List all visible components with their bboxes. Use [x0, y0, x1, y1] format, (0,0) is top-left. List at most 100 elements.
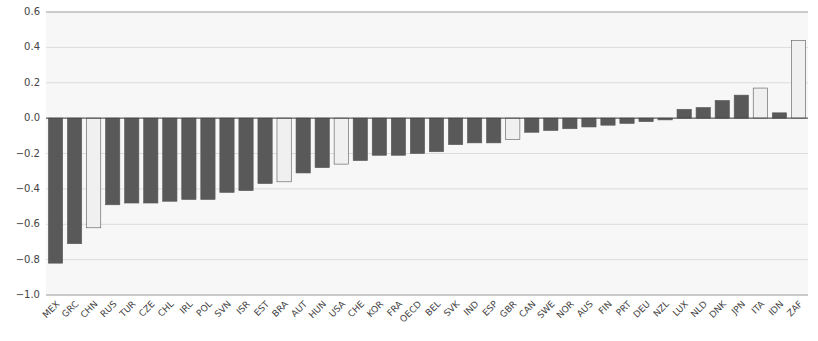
grid-line [46, 47, 808, 48]
x-tick-label: TUR [117, 299, 138, 320]
bar [525, 118, 539, 132]
x-tick-label: AUT [289, 299, 309, 319]
bar [582, 118, 596, 127]
x-tick-label: CHN [78, 299, 99, 320]
grid-line [46, 82, 808, 83]
bar [715, 100, 729, 118]
bar [448, 118, 462, 145]
bar [201, 118, 215, 199]
y-tick-label: −0.6 [16, 218, 40, 229]
grid-line [46, 224, 808, 225]
bar [753, 88, 767, 118]
x-tick-label: NZL [651, 299, 671, 319]
x-tick-label: HUN [307, 299, 328, 320]
x-tick-label: IRL [178, 299, 195, 316]
x-tick-label: BRA [270, 298, 291, 319]
y-tick-label: −0.8 [16, 254, 40, 265]
bar [258, 118, 272, 183]
x-tick-label: CHE [346, 299, 367, 320]
x-tick-label: IND [462, 299, 481, 318]
axis-top-line [46, 12, 808, 13]
baseline [46, 118, 808, 119]
chart-container: −1.0−0.8−0.6−0.4−0.20.00.20.40.6MEXGRCCH… [0, 0, 818, 341]
bar [696, 108, 710, 119]
x-tick-label: SVK [442, 298, 462, 318]
x-tick-label: CHL [156, 299, 176, 319]
grid-line [46, 118, 808, 119]
x-tick-label: GBR [498, 299, 519, 320]
grid-line [46, 153, 808, 154]
bar [734, 95, 748, 118]
bars [48, 40, 805, 263]
x-tick-label: ISR [235, 299, 252, 316]
x-tick-label: RUS [98, 299, 118, 319]
x-tick-label: ZAF [785, 299, 804, 318]
x-tick-label: DEU [631, 299, 652, 320]
grid-line [46, 12, 808, 13]
bar [296, 118, 310, 173]
x-axis: MEXGRCCHNRUSTURCZECHLIRLPOLSVNISRESTBRAA… [41, 298, 805, 324]
bar [639, 118, 653, 122]
bar [601, 118, 615, 125]
y-tick-label: 0.4 [24, 41, 40, 52]
y-tick-label: −0.2 [16, 148, 40, 159]
bar [620, 118, 634, 123]
x-tick-label: POL [194, 299, 213, 318]
x-tick-label: MEX [41, 299, 62, 320]
bar [563, 118, 577, 129]
bar [315, 118, 329, 168]
bar [467, 118, 481, 143]
bar [334, 118, 348, 164]
y-tick-label: 0.2 [24, 77, 40, 88]
bar [239, 118, 253, 191]
bar [220, 118, 234, 192]
x-tick-label: ITA [750, 298, 767, 315]
x-tick-label: GRC [60, 299, 81, 320]
x-tick-label: USA [327, 298, 348, 319]
bar [86, 118, 100, 228]
y-axis: −1.0 −0.8 −0.6 −0.4 −0.2 0.0 0.2 0.4 0.6 [16, 6, 808, 300]
plot-background [46, 12, 808, 295]
bar [67, 118, 81, 244]
x-tick-label: EST [252, 299, 271, 318]
x-tick-label: FIN [597, 299, 614, 316]
bar [410, 118, 424, 153]
x-tick-label: NOR [555, 299, 576, 320]
x-tick-label: CAN [517, 299, 538, 320]
grid-line [46, 188, 808, 189]
bar [677, 109, 691, 118]
bar [429, 118, 443, 152]
bar [487, 118, 501, 143]
grid-line [46, 259, 808, 260]
x-tick-label: ESP [481, 298, 500, 317]
x-tick-label: BEL [423, 299, 442, 318]
y-tick-label: −0.4 [16, 183, 40, 194]
bar [48, 118, 62, 263]
x-tick-label: IDN [767, 299, 786, 318]
bar [125, 118, 139, 203]
bar [277, 118, 291, 182]
x-axis-line [46, 295, 808, 296]
bar [791, 40, 805, 118]
grid-line [46, 295, 808, 296]
y-tick-label: 0.0 [24, 112, 40, 123]
bar [772, 113, 786, 118]
y-tick-label: −1.0 [16, 289, 40, 300]
x-tick-label: NLD [689, 299, 709, 319]
x-tick-label: KOR [365, 299, 385, 319]
bar [144, 118, 158, 203]
y-tick-label: 0.6 [24, 6, 40, 17]
bar [506, 118, 520, 139]
bar [372, 118, 386, 155]
x-tick-label: CZE [137, 299, 157, 319]
bar [163, 118, 177, 201]
bar [182, 118, 196, 199]
x-tick-label: JPN [729, 299, 747, 317]
bar [544, 118, 558, 130]
x-tick-label: AUS [575, 299, 595, 319]
bar [391, 118, 405, 155]
x-tick-label: LUX [671, 299, 690, 318]
x-tick-label: SWE [535, 299, 557, 321]
bar [353, 118, 367, 160]
x-tick-label: SVN [213, 299, 233, 319]
